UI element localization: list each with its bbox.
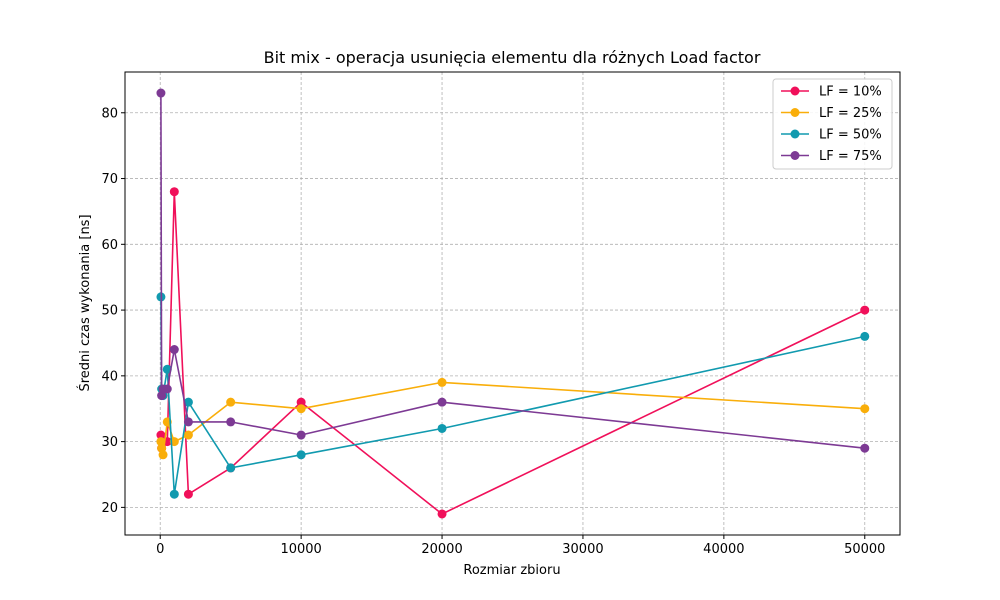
x-tick-label: 40000 <box>703 542 744 557</box>
axis-ticks: 0 10000 20000 30000 40000 50000 20 30 40 50 60 70 80 <box>101 106 885 557</box>
legend-marker <box>790 129 800 139</box>
chart-title: Bit mix - operacja usunięcia elementu dl… <box>264 48 761 67</box>
x-tick-label: 50000 <box>844 542 885 557</box>
legend-item: LF = 10% <box>781 85 882 100</box>
x-tick-label: 0 <box>156 542 164 557</box>
data-point <box>437 397 447 407</box>
data-point <box>860 305 870 315</box>
data-series <box>156 88 870 519</box>
data-point <box>169 345 179 355</box>
x-tick-label: 20000 <box>421 542 462 557</box>
series-lf-75 <box>156 88 870 453</box>
data-point <box>296 450 306 460</box>
y-tick-label: 30 <box>101 435 118 450</box>
legend-marker <box>790 108 800 117</box>
plot-area-frame <box>124 71 901 536</box>
y-tick-label: 60 <box>101 238 118 253</box>
data-point <box>296 397 306 407</box>
data-point <box>162 384 172 394</box>
legend-label: LF = 75% <box>819 149 882 164</box>
y-tick-label: 70 <box>101 172 118 187</box>
legend-label: LF = 25% <box>819 106 882 121</box>
x-tick-label: 10000 <box>280 542 321 557</box>
y-axis-label: Średni czas wykonania [ns] <box>77 214 93 391</box>
data-point <box>437 509 447 519</box>
data-point <box>296 430 306 440</box>
data-point <box>437 377 447 387</box>
legend-item: LF = 25% <box>781 106 882 121</box>
grid-lines <box>125 72 900 535</box>
data-point <box>860 331 870 341</box>
data-point <box>860 404 870 414</box>
y-tick-label: 80 <box>101 106 118 121</box>
y-tick-label: 40 <box>101 369 118 384</box>
legend-box <box>772 78 893 170</box>
data-point <box>296 404 306 414</box>
y-tick-label: 50 <box>101 304 118 319</box>
data-point <box>437 423 447 433</box>
legend-label: LF = 50% <box>819 128 882 143</box>
series-lf-25 <box>156 377 870 460</box>
legend: LF = 10% LF = 25% LF = 50% LF = 75% <box>772 78 893 170</box>
data-point <box>156 437 166 447</box>
data-point <box>156 88 166 98</box>
data-point <box>226 417 236 427</box>
legend-label: LF = 10% <box>819 85 882 100</box>
y-tick-label: 20 <box>101 501 118 516</box>
data-point <box>183 430 193 440</box>
legend-item: LF = 75% <box>781 149 882 164</box>
data-point <box>183 489 193 499</box>
data-point <box>860 443 870 453</box>
data-point <box>226 463 236 473</box>
data-point <box>169 187 179 197</box>
x-axis-label: Rozmiar zbioru <box>463 563 560 578</box>
legend-marker <box>790 86 800 96</box>
legend-item: LF = 50% <box>781 128 882 143</box>
x-tick-label: 30000 <box>562 542 603 557</box>
data-point <box>226 397 236 407</box>
data-point <box>183 397 193 407</box>
data-point <box>183 417 193 427</box>
data-point <box>169 489 179 499</box>
data-point <box>158 450 168 460</box>
legend-marker <box>790 151 800 160</box>
data-point <box>162 364 172 374</box>
